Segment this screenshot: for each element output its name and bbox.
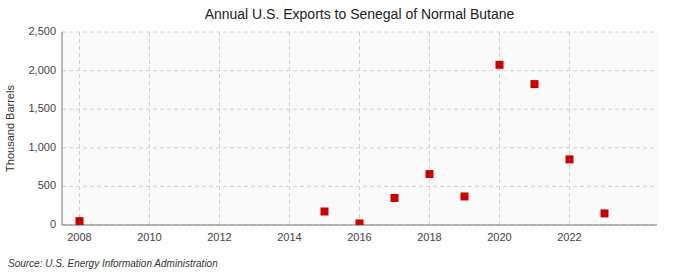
y-tick-label: 1,000	[28, 141, 56, 153]
y-tick-label: 500	[38, 179, 56, 191]
chart: 0 500 1,000 1,500 2,000 2,500 2008 2010 2012 2014…	[0, 0, 675, 275]
x-grid-line	[289, 32, 290, 225]
x-grid-line	[149, 32, 150, 225]
plot-area	[62, 32, 657, 225]
y-tick-label: 1,500	[28, 102, 56, 114]
y-axis-line	[62, 32, 63, 225]
x-grid-line	[219, 32, 220, 225]
x-tick-label: 2018	[417, 231, 441, 243]
y-tick-label: 0	[50, 218, 56, 230]
x-tick-label: 2022	[557, 231, 581, 243]
y-tick-label: 2,000	[28, 64, 56, 76]
point	[601, 209, 609, 217]
point	[461, 192, 469, 200]
point	[321, 207, 329, 215]
point	[391, 194, 399, 202]
x-grid-line	[569, 32, 570, 225]
x-grid-line	[79, 32, 80, 225]
background	[0, 0, 675, 275]
y-axis-label: Thousand Barrels	[4, 85, 16, 172]
points	[76, 61, 609, 225]
point	[566, 155, 574, 163]
x-grid-line	[429, 32, 430, 225]
x-grid-line	[359, 32, 360, 225]
title: Annual U.S. Exports to Senegal of Normal…	[205, 6, 515, 22]
point	[496, 61, 504, 69]
x-tick-label: 2020	[487, 231, 511, 243]
x-tick-label: 2010	[137, 231, 161, 243]
point	[76, 217, 84, 225]
grid	[62, 32, 657, 225]
x-tick-label: 2014	[277, 231, 301, 243]
source-annotation: Source: U.S. Energy Information Administ…	[8, 258, 218, 269]
x-tick-label: 2008	[67, 231, 91, 243]
point	[356, 219, 364, 225]
x-tick-label: 2016	[347, 231, 371, 243]
point	[426, 170, 434, 178]
x-tick-label: 2012	[207, 231, 231, 243]
point	[531, 80, 539, 88]
y-tick-label: 2,500	[28, 25, 56, 37]
